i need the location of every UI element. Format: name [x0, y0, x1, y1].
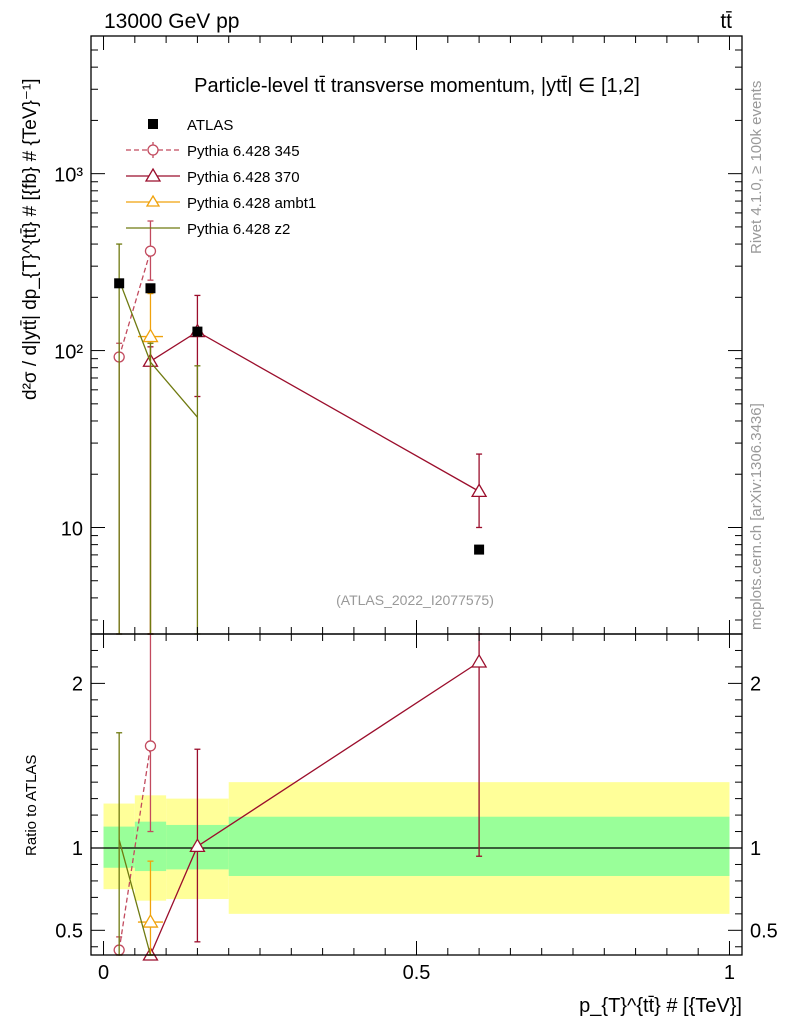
ratio-panel-series: [113, 633, 488, 961]
legend-marker-pythia-ambt1: [145, 194, 161, 207]
main-line-pythia-6-428-z2: [118, 279, 198, 418]
main-panel-series: [113, 220, 488, 635]
legend-label-pythia-345: Pythia 6.428 345: [187, 143, 300, 160]
ratio-panel-bands: [91, 782, 742, 914]
ratio-line-pythia-6-428-345: [118, 745, 152, 951]
main-marker-atlas-0: [114, 278, 125, 289]
ratio-marker-pythia-6-428-370-1: [189, 838, 206, 853]
mcplots-source-label: mcplots.cern.ch [arXiv:1306.3436]: [748, 403, 765, 630]
ratio-ytick-label-left-2: 2: [72, 673, 83, 695]
xtick-label-0: 0: [98, 962, 109, 984]
main-marker-pythia-6-428-370-2: [470, 483, 488, 498]
xtick-label-1: 1: [724, 962, 735, 984]
legend-entry-pythia-345: Pythia 6.428 345: [126, 142, 300, 160]
legend-marker-pythia-370: [144, 167, 162, 182]
ratio-ytick-label-right-1: 1: [750, 838, 761, 860]
header-left: 13000 GeV pp: [104, 10, 239, 33]
ratio-ytick-label-left-1: 1: [72, 838, 83, 860]
analysis-watermark: (ATLAS_2022_I2077575): [336, 592, 494, 608]
legend-label-pythia-z2: Pythia 6.428 z2: [187, 221, 290, 238]
legend-label-pythia-370: Pythia 6.428 370: [187, 169, 300, 186]
main-y-axis-label: d²σ / d|ytt̄| dp_{T}^{tt̄} # [{fb} # {Te…: [20, 78, 41, 400]
legend-entry-atlas: ATLAS: [148, 117, 233, 134]
legend-label-pythia-ambt1: Pythia 6.428 ambt1: [187, 195, 316, 212]
ratio-marker-pythia-6-428-ambt1-0: [142, 913, 159, 928]
rivet-version-label: Rivet 4.1.0, ≥ 100k events: [748, 81, 765, 254]
legend-entry-pythia-z2: Pythia 6.428 z2: [126, 221, 290, 238]
main-marker-pythia-6-428-345-1: [144, 245, 157, 257]
ratio-y-axis-label: Ratio to ATLAS: [23, 755, 40, 856]
main-ytick-label-100: 10²: [54, 342, 83, 364]
ratio-marker-pythia-6-428-370-2: [470, 653, 488, 668]
main-marker-pythia-6-428-ambt1-0: [142, 328, 159, 343]
legend-marker-atlas: [148, 119, 158, 129]
legend-entry-pythia-370: Pythia 6.428 370: [126, 167, 300, 186]
main-line-pythia-6-428-345: [118, 250, 152, 358]
main-ytick-label-1000: 10³: [54, 165, 83, 187]
ratio-marker-pythia-6-428-345-1: [144, 740, 157, 752]
header-right: tt̄: [720, 10, 732, 33]
ratio-ytick-label-left-0.5: 0.5: [55, 920, 83, 942]
main-marker-atlas-2: [192, 326, 203, 337]
ratio-line-pythia-6-428-z2: [118, 839, 152, 956]
axes: 10 10² 10³ 0.5 0.5 1 1 2 2 0 0.5 1: [54, 35, 778, 984]
legend-label-atlas: ATLAS: [187, 117, 233, 134]
legend-entry-pythia-ambt1: Pythia 6.428 ambt1: [126, 194, 316, 212]
ratio-ytick-label-right-0.5: 0.5: [750, 920, 778, 942]
main-ytick-label-10: 10: [61, 518, 83, 540]
chart-title: Particle-level tt̄ transverse momentum, …: [194, 75, 640, 97]
legend-marker-pythia-345: [147, 144, 159, 156]
xtick-label-0.5: 0.5: [403, 962, 431, 984]
main-marker-atlas-3: [474, 544, 485, 555]
ratio-ytick-label-right-2: 2: [750, 673, 761, 695]
main-line-pythia-6-428-370: [150, 330, 480, 492]
main-marker-atlas-1: [145, 283, 156, 294]
x-axis-label: p_{T}^{tt̄} # [{TeV}]: [579, 995, 742, 1017]
legend: ATLAS Pythia 6.428 345 Pythia 6.428 370 …: [126, 117, 316, 238]
